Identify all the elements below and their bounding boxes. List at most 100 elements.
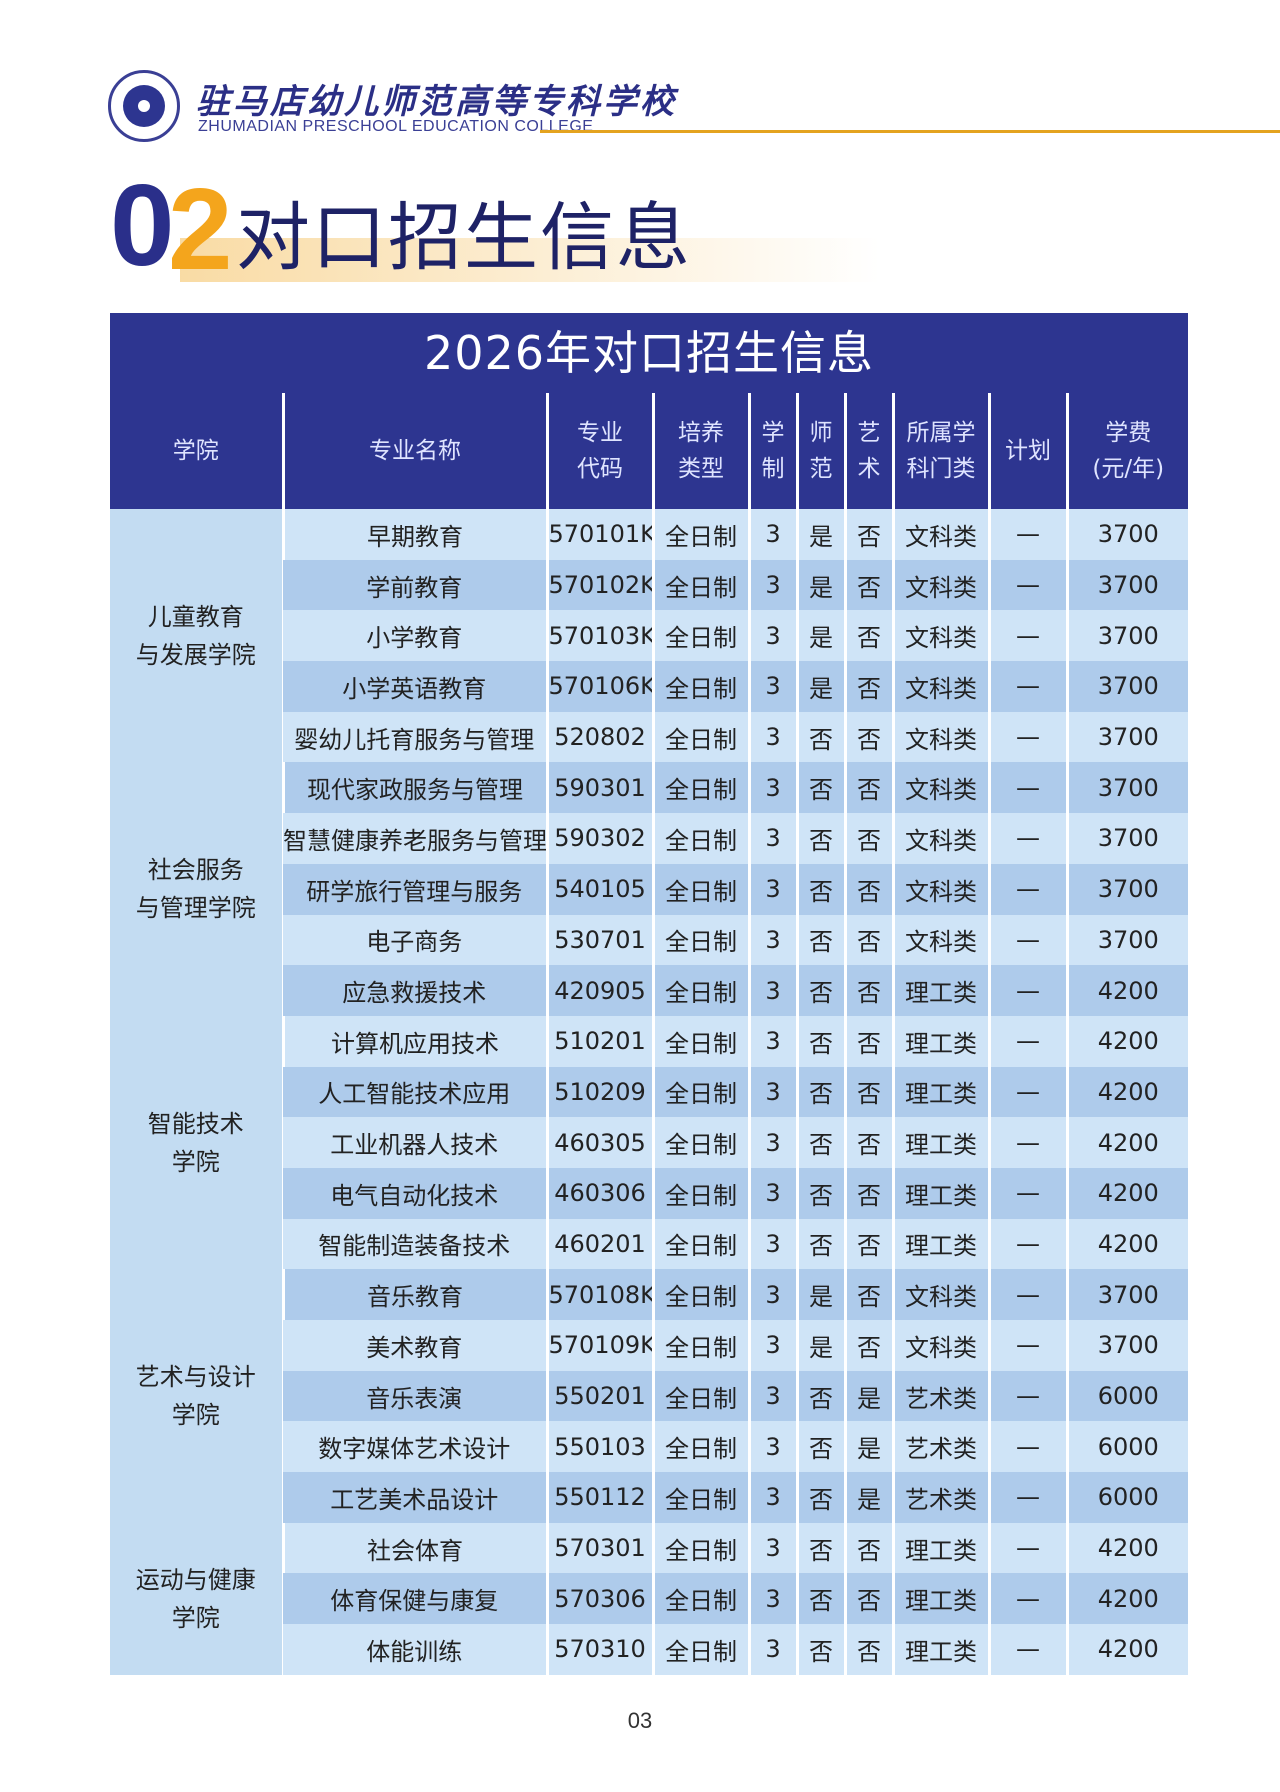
header-code-line2: 代码: [577, 456, 623, 482]
code-cell: 570101K: [545, 509, 653, 560]
years-cell: 3: [747, 1117, 797, 1168]
table-body: 儿童教育 与发展学院 早期教育 570101K 全日制 3 是否文科类 —3700 学前教育 57…: [110, 509, 1188, 1675]
code-cell: 570102K: [545, 559, 653, 611]
normal-cell: 否: [795, 711, 845, 763]
header-category-line2: 科门类: [906, 456, 976, 482]
type-cell: 全日制: [651, 1522, 749, 1574]
years-cell: 3: [747, 813, 797, 864]
fee-cell: 3700: [1065, 1320, 1188, 1371]
header-plan-label: 计划: [1005, 438, 1051, 464]
years-cell: 3: [747, 610, 797, 662]
category-cell: 文科类: [891, 863, 989, 915]
plan-cell: —: [987, 1015, 1067, 1067]
years-cell: 3: [747, 711, 797, 763]
code-cell: 570310: [545, 1624, 653, 1675]
plan-cell: —: [987, 1624, 1067, 1675]
table-row: 工艺美术品设计 550112 全日制 3 否是艺术类 —6000: [110, 1472, 1188, 1523]
art-cell: 否: [843, 610, 893, 662]
college-cell: 运动与健康 学院: [110, 1522, 283, 1675]
section-title-highlight: [180, 238, 880, 282]
header-fee-line2: (元/年): [1092, 456, 1165, 482]
category-cell: 文科类: [891, 1320, 989, 1371]
normal-cell: 否: [795, 863, 845, 915]
table-row: 社会服务 与管理学院 现代家政服务与管理 590301 全日制 3 否否文科类 —3700: [110, 762, 1188, 1016]
code-cell: 550112: [545, 1472, 653, 1523]
major-cell: 工艺美术品设计: [283, 1472, 547, 1523]
plan-cell: —: [987, 711, 1067, 763]
years-cell: 3: [747, 1472, 797, 1523]
code-cell: 570306: [545, 1573, 653, 1625]
type-cell: 全日制: [651, 1573, 749, 1625]
plan-cell: —: [987, 1117, 1067, 1168]
fee-cell: 4200: [1065, 1015, 1188, 1067]
art-cell: 是: [843, 1421, 893, 1473]
type-cell: 全日制: [651, 965, 749, 1016]
code-cell: 510201: [545, 1015, 653, 1067]
normal-cell: 否: [795, 1015, 845, 1067]
art-cell: 否: [843, 965, 893, 1016]
table-row: 智能制造装备技术 460201 全日制 3 否否理工类 —4200: [110, 1218, 1188, 1270]
normal-cell: 否: [795, 914, 845, 966]
type-cell: 全日制: [651, 863, 749, 915]
years-cell: 3: [747, 1522, 797, 1574]
plan-cell: —: [987, 965, 1067, 1016]
years-cell: 3: [747, 559, 797, 611]
normal-cell: 否: [795, 1218, 845, 1270]
table-row: 人工智能技术应用 510209 全日制 3 否否理工类 —4200: [110, 1066, 1188, 1118]
normal-cell: 否: [795, 1117, 845, 1168]
table-row: 音乐表演 550201 全日制 3 否是艺术类 —6000: [110, 1370, 1188, 1422]
fee-cell: 6000: [1065, 1421, 1188, 1473]
years-cell: 3: [747, 1015, 797, 1067]
fee-cell: 3700: [1065, 610, 1188, 662]
art-cell: 否: [843, 661, 893, 712]
major-cell: 智慧健康养老服务与管理: [283, 813, 547, 864]
major-cell: 音乐教育: [281, 1269, 547, 1320]
fee-cell: 3700: [1065, 559, 1188, 611]
category-cell: 文科类: [891, 509, 989, 560]
type-cell: 全日制: [651, 762, 749, 814]
major-cell: 数字媒体艺术设计: [283, 1421, 547, 1473]
art-cell: 否: [843, 1624, 893, 1675]
fee-cell: 3700: [1065, 813, 1188, 864]
category-cell: 理工类: [891, 1624, 989, 1675]
fee-cell: 4200: [1065, 1066, 1188, 1118]
header-type-line1: 培养: [678, 420, 724, 446]
plan-cell: —: [987, 1320, 1067, 1371]
type-cell: 全日制: [651, 1624, 749, 1675]
art-cell: 否: [843, 1066, 893, 1118]
plan-cell: —: [987, 813, 1067, 864]
normal-cell: 否: [795, 813, 845, 864]
plan-cell: —: [987, 509, 1067, 560]
years-cell: 3: [747, 1320, 797, 1371]
code-cell: 420905: [545, 965, 653, 1016]
header-fee: 学费 (元/年): [1065, 393, 1188, 509]
fee-cell: 4200: [1065, 1218, 1188, 1270]
category-cell: 文科类: [891, 610, 989, 662]
college-name-line1: 运动与健康: [135, 1565, 256, 1594]
normal-cell: 是: [795, 559, 845, 611]
plan-cell: —: [987, 559, 1067, 611]
normal-cell: 是: [795, 1269, 845, 1320]
normal-cell: 是: [795, 509, 845, 560]
table-row: 电子商务 530701 全日制 3 否否文科类 —3700: [110, 914, 1188, 966]
table-header-row: 学院 专业名称 专业 代码 培养 类型 学制 师范 艺术 所属学 科门类 计划 学费 (…: [110, 393, 1188, 509]
header-college-label: 学院: [172, 438, 219, 464]
art-cell: 否: [843, 1218, 893, 1270]
category-cell: 理工类: [891, 1573, 989, 1625]
fee-cell: 3700: [1065, 762, 1188, 814]
plan-cell: —: [987, 1269, 1067, 1320]
normal-cell: 否: [795, 1066, 845, 1118]
plan-cell: —: [987, 661, 1067, 712]
header-years-line2: 制: [761, 456, 785, 482]
art-cell: 否: [843, 914, 893, 966]
category-cell: 文科类: [891, 711, 989, 763]
years-cell: 3: [747, 509, 797, 560]
major-cell: 婴幼儿托育服务与管理: [283, 711, 547, 763]
table-row: 工业机器人技术 460305 全日制 3 否否理工类 —4200: [110, 1117, 1188, 1168]
table-title: 2026年对口招生信息: [110, 313, 1188, 393]
table-row: 学前教育 570102K 全日制 3 是否文科类 —3700: [110, 559, 1188, 611]
code-cell: 550103: [545, 1421, 653, 1473]
years-cell: 3: [747, 863, 797, 915]
major-cell: 应急救援技术: [283, 965, 547, 1016]
fee-cell: 3700: [1065, 711, 1188, 763]
